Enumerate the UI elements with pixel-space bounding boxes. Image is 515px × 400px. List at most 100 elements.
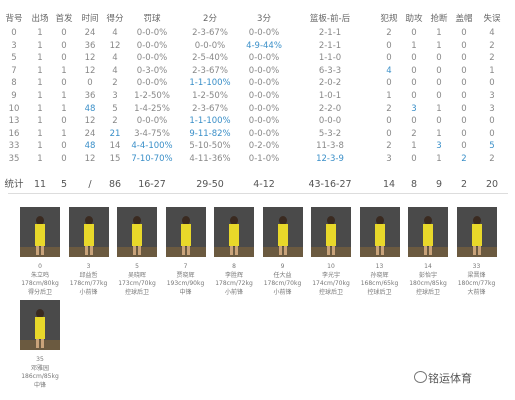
cell: 0 (461, 28, 467, 38)
header-cell: 首发 (55, 14, 73, 24)
cell: 21 (109, 128, 121, 139)
cell: 3 (11, 40, 17, 51)
cell: 1 (61, 128, 67, 139)
player-photo (408, 207, 448, 257)
cell: 0-0-0% (248, 65, 280, 76)
cell: 0 (61, 78, 67, 89)
header-cell: 抢断 (430, 14, 448, 24)
cell: 0 (489, 78, 495, 89)
cell: 1 (37, 53, 43, 64)
cell: 1 (436, 103, 442, 114)
cell: 0 (461, 78, 467, 89)
cell: 0 (386, 40, 392, 51)
player-photo (20, 207, 60, 257)
player-body: 173cm/70kg (118, 280, 156, 287)
player-position: 中锋 (33, 381, 47, 389)
divider (8, 193, 508, 194)
player-name: 朱立鸣 (30, 271, 50, 279)
cell: 0 (436, 116, 442, 127)
cell: 1-1-100% (189, 116, 231, 127)
cell: 2 (386, 103, 392, 114)
player-photo (311, 207, 351, 257)
header-cell: 篮板-前-后 (309, 14, 351, 24)
cell: 5 (11, 53, 17, 64)
cell: 4-4-100% (131, 141, 173, 152)
cell: 0-1-0% (248, 154, 280, 164)
player-body: 180cm/85kg (409, 280, 447, 287)
cell: 2-1-1 (318, 40, 342, 51)
player-name: 邓雅园 (30, 364, 50, 372)
cell: 5 (112, 103, 118, 114)
cell: 0 (61, 141, 67, 152)
player-body: 178cm/70kg (263, 280, 302, 287)
total-cell: 29-50 (196, 179, 224, 190)
cell: 48 (84, 103, 96, 114)
cell: 8 (11, 78, 17, 89)
cell: 0-0-0% (136, 116, 168, 127)
cell: 1 (37, 116, 43, 127)
player-photo (68, 207, 109, 257)
cell: 7-10-70% (131, 154, 173, 164)
cell: 36 (84, 91, 96, 101)
cell: 10 (8, 103, 20, 114)
player-name: 任大益 (273, 271, 292, 279)
player-body: 174cm/70kg (312, 280, 350, 287)
cell: 1 (37, 141, 43, 152)
header-cell: 罚球 (143, 14, 161, 24)
cell: 1 (436, 128, 442, 139)
cell: 0 (61, 53, 67, 64)
total-cell: 5 (60, 179, 68, 190)
cell: 0-0-0% (136, 78, 168, 89)
player-number: 35 (36, 356, 44, 363)
cell: 12 (84, 65, 96, 76)
player-photo (117, 207, 157, 257)
cell: 14 (109, 141, 121, 152)
cell: 0 (87, 78, 93, 89)
cell: 4 (112, 28, 118, 38)
player-number: 5 (135, 263, 139, 270)
cell: 2-3-67% (192, 103, 228, 114)
cell: 1-2-50% (192, 91, 228, 101)
header-cell: 得分 (106, 14, 124, 24)
player-name: 彭怡宇 (418, 271, 438, 279)
cell: 3 (411, 103, 417, 114)
cell: 7 (11, 65, 17, 76)
cell: 3 (386, 154, 392, 164)
cell: 2 (386, 141, 392, 152)
cell: 2 (461, 154, 467, 164)
cell: 2 (489, 53, 495, 64)
cell: 1-1-100% (189, 78, 231, 89)
header-cell: 3分 (257, 14, 271, 24)
cell: 2-3-67% (192, 28, 228, 38)
total-cell: 4-12 (253, 179, 275, 190)
cell: 12 (84, 53, 96, 64)
cell: 2-5-40% (192, 53, 228, 64)
cell: 9 (11, 91, 17, 101)
cell: 0 (461, 53, 467, 64)
cell: 4 (112, 65, 118, 76)
cell: 0-0-0% (248, 28, 280, 38)
cell: 0 (436, 91, 442, 101)
cell: 0-0-0% (136, 40, 168, 51)
cell: 12 (109, 40, 121, 51)
cell: 0 (411, 28, 417, 38)
total-cell: / (88, 179, 92, 190)
cell: 35 (8, 154, 20, 164)
player-name: 李胜辉 (224, 271, 244, 279)
cell: 2 (112, 78, 118, 89)
cell: 1 (436, 28, 442, 38)
cell: 3 (489, 91, 495, 101)
player-photo (165, 207, 206, 257)
player-number: 33 (472, 263, 481, 270)
cell: 0 (61, 116, 67, 127)
player-body: 186cm/85kg (21, 373, 59, 380)
cell: 11-3-8 (316, 141, 344, 152)
cell: 6-3-3 (318, 65, 342, 76)
cell: 1 (37, 40, 43, 51)
player-name: 贾晓辉 (176, 271, 195, 279)
header-cell: 犯规 (380, 14, 398, 24)
player-position: 小前锋 (79, 288, 98, 296)
cell: 48 (84, 141, 96, 152)
player-body: 178cm/77kg (69, 280, 108, 287)
cell: 0 (386, 116, 392, 127)
